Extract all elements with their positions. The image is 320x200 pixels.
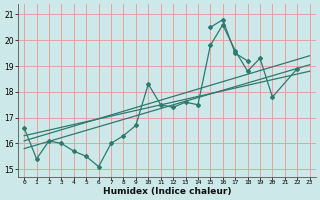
- X-axis label: Humidex (Indice chaleur): Humidex (Indice chaleur): [103, 187, 231, 196]
